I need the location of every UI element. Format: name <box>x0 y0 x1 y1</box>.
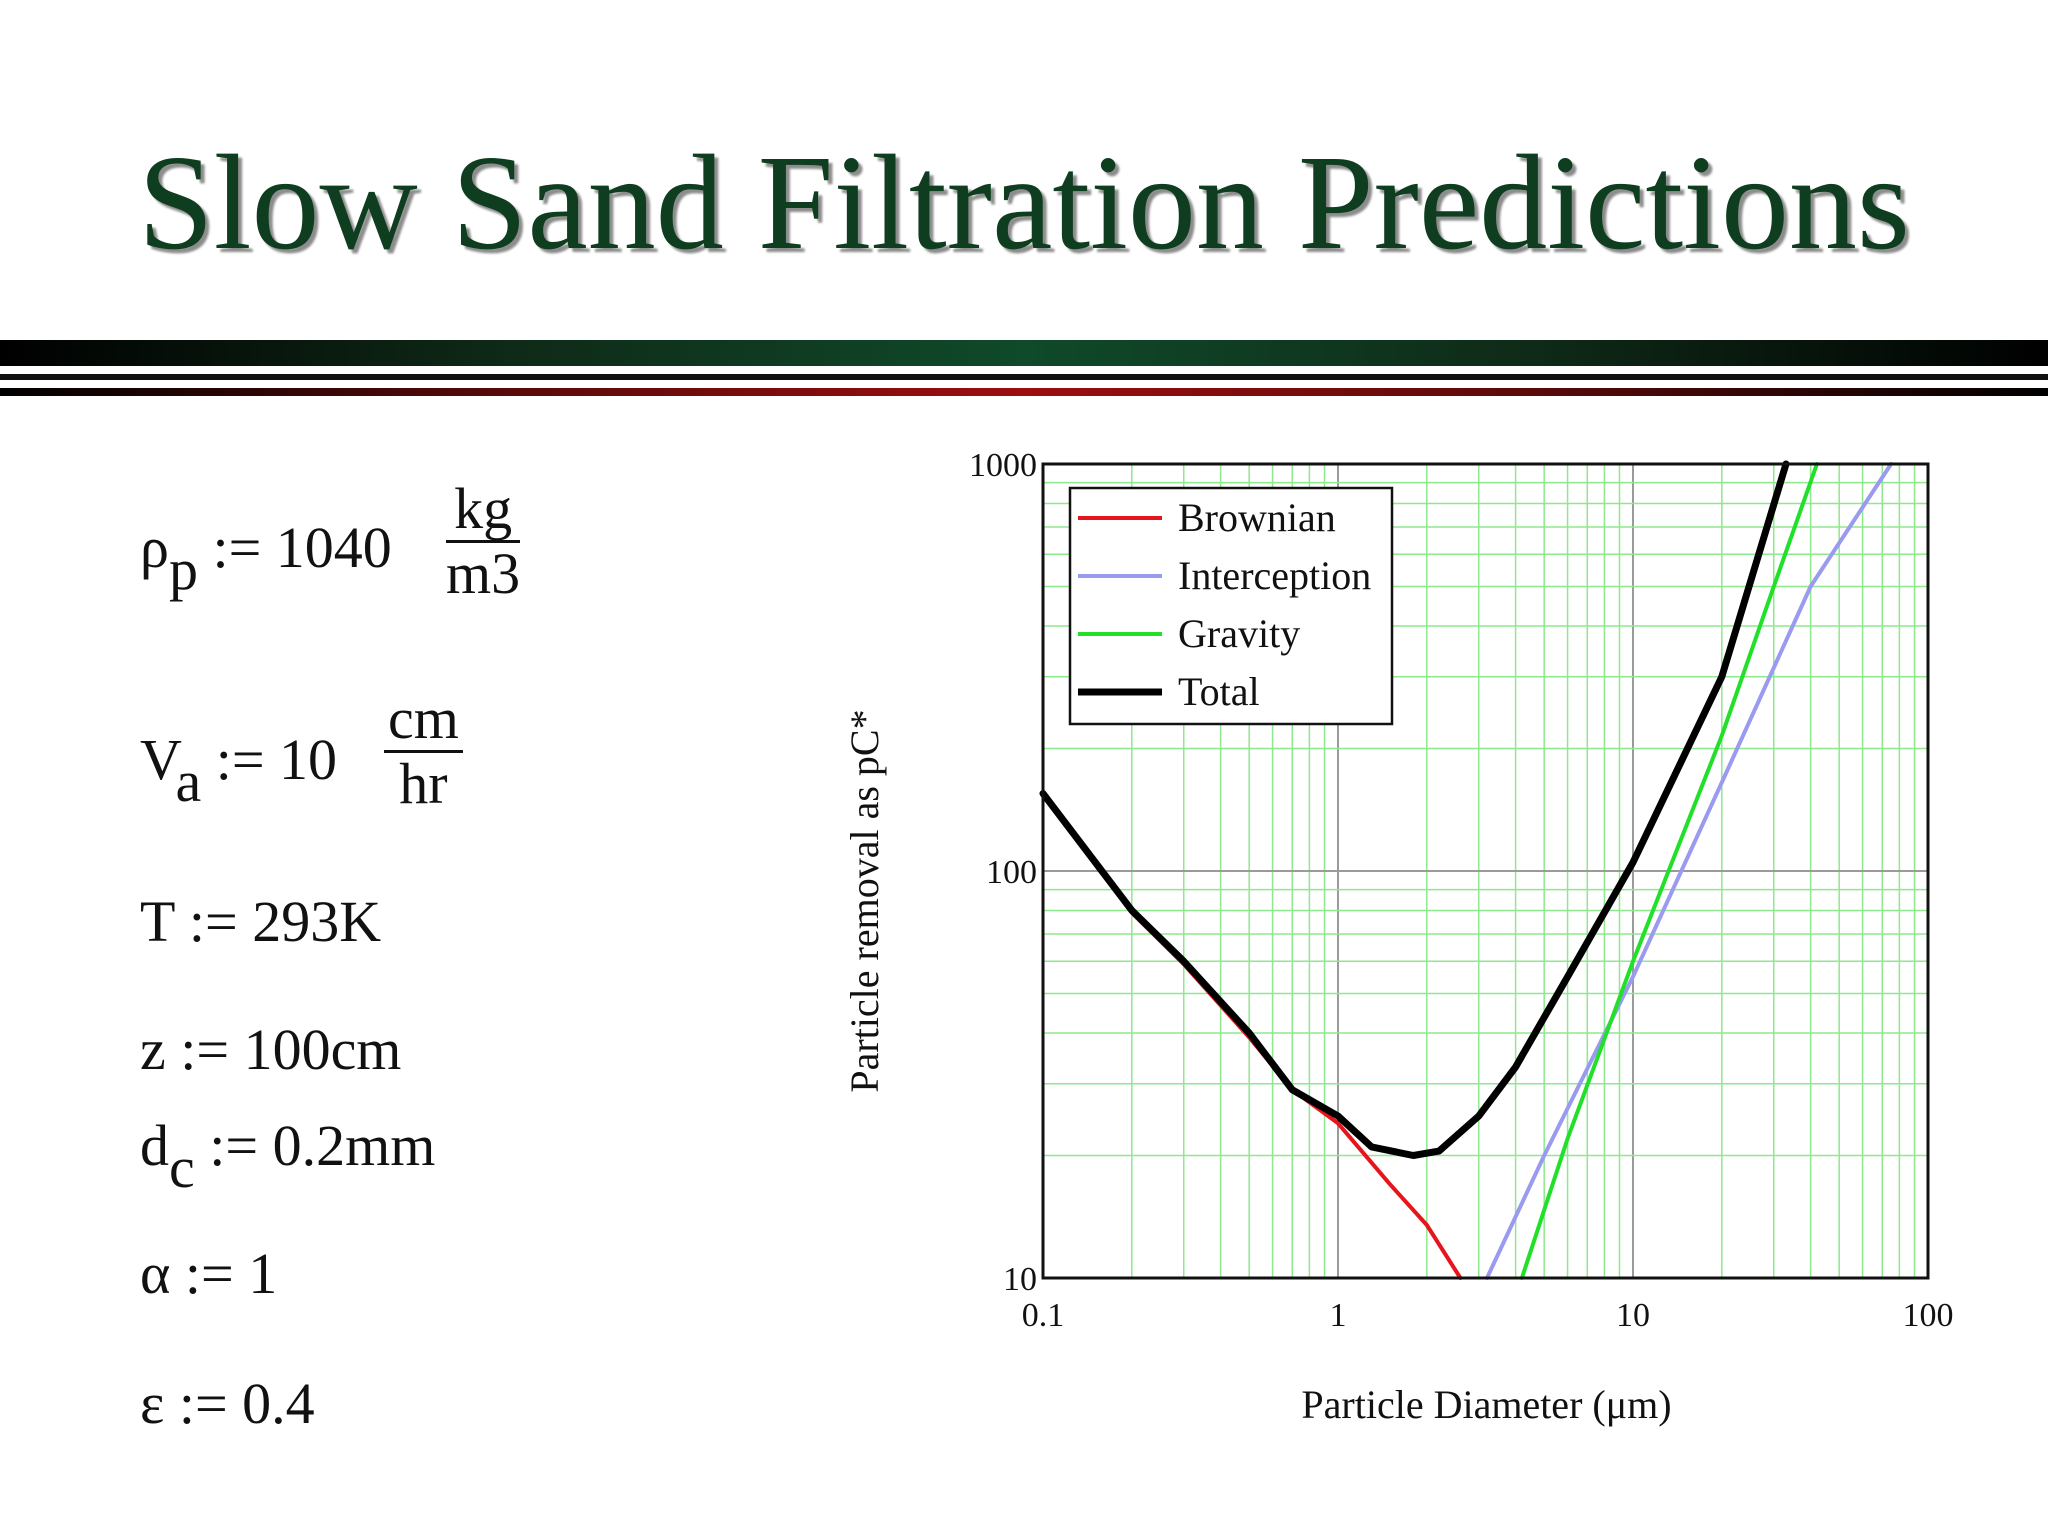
va-unit-numerator: cm <box>384 688 463 753</box>
legend-label-total: Total <box>1178 669 1260 714</box>
rho-value: 1040 <box>275 515 392 580</box>
slide-title: Slow Sand Filtration Predictions <box>138 128 1910 278</box>
va-value: 10 <box>279 727 338 792</box>
equation-t: T := 293K <box>140 889 382 954</box>
chart-legend: Brownian Interception Gravity Total <box>1068 486 1394 726</box>
series-line-total <box>1039 460 1790 1159</box>
x-tick-label: 10 <box>1616 1297 1650 1334</box>
title-rule-thin <box>0 374 2048 380</box>
chart-ticks: 0.1 1 10 100 10 100 1000 <box>969 447 1954 1334</box>
equation-epsilon: ε := 0.4 <box>140 1371 315 1436</box>
x-tick-label: 0.1 <box>1022 1297 1065 1334</box>
legend-label-brownian: Brownian <box>1178 495 1336 540</box>
rho-unit-numerator: kg <box>446 478 521 543</box>
title-rule-red <box>0 388 2048 396</box>
equation-d-c: dc := 0.2mm <box>140 1113 436 1200</box>
series-line-gravity <box>1519 462 1819 1280</box>
va-unit-fraction: cm hr <box>384 688 463 815</box>
legend-box <box>1068 486 1394 726</box>
x-axis-title: Particle Diameter (μm) <box>1301 1382 1671 1427</box>
rho-unit-denominator: m3 <box>446 541 521 606</box>
y-tick-label: 1000 <box>969 447 1037 484</box>
va-assign: := <box>215 727 265 792</box>
va-unit-denominator: hr <box>399 751 448 816</box>
dc-symbol: d <box>140 1113 169 1178</box>
rho-unit-fraction: kg m3 <box>446 478 521 606</box>
chart-series <box>1039 460 1894 1280</box>
series-line-interception <box>1485 462 1894 1280</box>
x-tick-label: 100 <box>1903 1297 1954 1334</box>
y-axis-title: Particle removal as pC* <box>842 709 887 1092</box>
y-tick-label: 10 <box>1003 1261 1037 1298</box>
equation-z: z := 100cm <box>140 1017 402 1082</box>
rho-symbol: ρ <box>140 515 169 580</box>
legend-label-gravity: Gravity <box>1178 611 1300 656</box>
rho-subscript: p <box>168 537 198 602</box>
equation-alpha: α := 1 <box>140 1241 278 1306</box>
equation-v-a: Va := 10 <box>140 727 338 814</box>
title-rule-thick <box>0 340 2048 366</box>
va-symbol: V <box>140 727 176 792</box>
x-tick-label: 1 <box>1330 1297 1347 1334</box>
dc-rest: := 0.2mm <box>194 1113 436 1178</box>
plot-frame <box>1041 462 1930 1280</box>
y-tick-label: 100 <box>986 854 1037 891</box>
rho-assign: := <box>212 515 262 580</box>
dc-subscript: c <box>169 1135 195 1200</box>
va-subscript: a <box>175 749 202 814</box>
equation-rho-p: ρp := 1040 <box>140 515 392 602</box>
legend-label-interception: Interception <box>1178 553 1371 598</box>
